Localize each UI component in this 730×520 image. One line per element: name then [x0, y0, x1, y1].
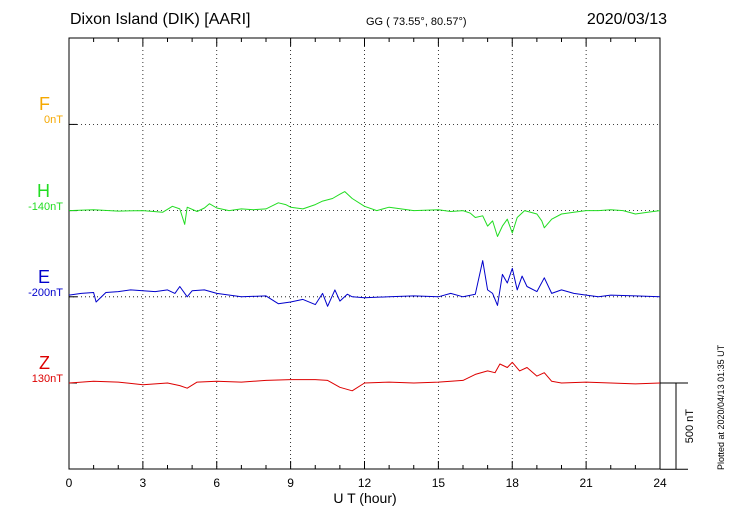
x-tick-label: 3 [140, 476, 147, 490]
channel-baseline-e: -200nT [28, 286, 63, 299]
trace-z [68, 361, 661, 392]
x-tick-label: 0 [66, 476, 73, 490]
x-tick-label: 24 [653, 476, 667, 490]
channel-baseline-h: -140nT [28, 200, 63, 213]
station-title: Dixon Island (DIK) [AARI] [70, 11, 251, 28]
x-tick-label: 9 [287, 476, 294, 490]
trace-e [68, 260, 661, 307]
x-tick-label: 12 [358, 476, 372, 490]
channel-baseline-f: 0nT [44, 114, 63, 127]
date-label: 2020/03/13 [586, 11, 667, 28]
x-tick-label: 21 [579, 476, 593, 490]
scale-bar-label: 500 nT [684, 409, 696, 444]
x-axis-label: U T (hour) [333, 490, 397, 506]
channel-name-z: Z [39, 353, 50, 373]
channel-baseline-z: 130nT [31, 373, 63, 385]
trace-h [68, 191, 661, 237]
coordinates-label: GG ( 73.55°, 80.57°) [366, 16, 467, 28]
channel-name-f: F [39, 94, 50, 115]
channel-name-h: H [37, 180, 50, 201]
x-tick-label: 15 [432, 476, 446, 490]
x-tick-label: 6 [213, 476, 220, 490]
plotted-timestamp: Plotted at 2020/04/13 01:35 UT [716, 344, 726, 470]
x-tick-label: 18 [506, 476, 520, 490]
channel-name-e: E [37, 266, 50, 287]
